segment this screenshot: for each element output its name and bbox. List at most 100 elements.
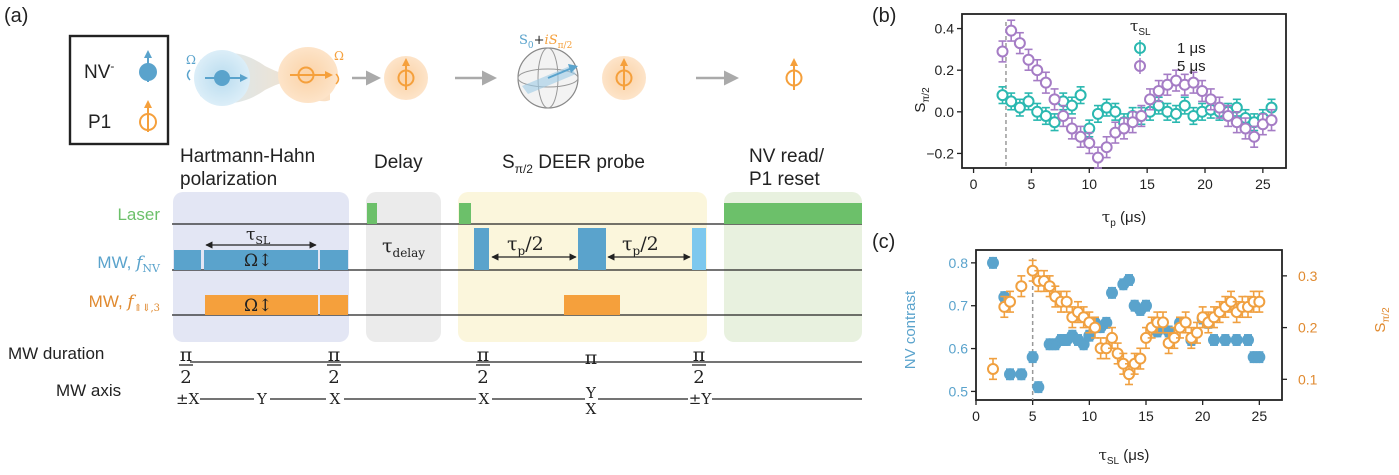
legend-b-item-1: 1 μs <box>1134 40 1206 57</box>
legend-nv-label: NV- <box>84 59 114 83</box>
section-delay: Delay <box>374 152 423 173</box>
y-right-tick-label: 0.1 <box>1298 371 1318 387</box>
data-point <box>1179 316 1192 329</box>
data-point <box>1222 109 1235 122</box>
mw-p1-spinlock <box>205 295 318 315</box>
section-read-bg <box>724 192 862 342</box>
data-point <box>1022 53 1035 66</box>
data-point <box>1026 351 1039 364</box>
data-point <box>1065 122 1078 135</box>
data-point <box>996 45 1009 58</box>
data-point <box>1191 326 1203 339</box>
mw-p1-pulse <box>320 295 348 315</box>
svg-text:π: π <box>180 344 193 366</box>
mw-nv-pulse-pi2-d <box>692 228 706 270</box>
data-point <box>1004 368 1016 381</box>
hartmann-hahn-illustration <box>186 47 340 106</box>
y-tick-label: 0.8 <box>949 255 969 271</box>
data-point <box>1057 109 1070 122</box>
data-point <box>1091 107 1104 120</box>
axis-label-pmy: ±Y <box>689 390 713 408</box>
x-tick-label: 20 <box>1197 176 1213 192</box>
data-point <box>1013 101 1026 114</box>
data-point <box>1230 334 1243 346</box>
y-tick-label: −0.2 <box>926 145 954 161</box>
data-point <box>1265 114 1278 127</box>
data-point <box>1032 381 1045 394</box>
x-tick-label: 15 <box>1138 408 1154 424</box>
data-point <box>1253 351 1266 364</box>
data-point <box>1140 299 1152 312</box>
data-point <box>1152 85 1165 97</box>
section-read-line2: P1 reset <box>749 169 820 190</box>
data-point <box>1039 76 1052 89</box>
data-point <box>1048 116 1061 129</box>
row-label-laser: Laser <box>117 205 160 224</box>
data-point <box>1106 286 1118 299</box>
data-point <box>1248 130 1261 143</box>
duration-pi2-4: π 2 <box>692 344 706 388</box>
svg-text:1 μs: 1 μs <box>1177 40 1206 57</box>
data-point <box>1239 122 1252 135</box>
data-point <box>1031 64 1044 77</box>
superposition-label: S0+iSπ/2 <box>519 33 572 51</box>
y-right-tick-label: 0.3 <box>1298 268 1318 284</box>
axis-label-y2: Y <box>585 384 597 402</box>
data-point <box>1089 321 1101 334</box>
data-point <box>1242 334 1254 346</box>
data-point <box>1144 93 1157 106</box>
plot-frame <box>961 13 1287 169</box>
svg-text:π: π <box>328 344 341 366</box>
p1-final-icon <box>785 58 803 90</box>
svg-text:2: 2 <box>693 367 704 388</box>
legend-b-title: τSL <box>1130 17 1151 38</box>
data-point <box>1013 37 1026 50</box>
axis-label-y1: Y <box>256 390 268 408</box>
x-tick-label: 25 <box>1252 408 1268 424</box>
plot-frame <box>975 249 1283 401</box>
data-point <box>1077 338 1090 351</box>
plot-c-ylabel-right: Sπ/2 <box>1372 307 1392 333</box>
laser-pulse-1 <box>367 203 377 224</box>
data-point <box>987 362 999 375</box>
data-point <box>1178 99 1191 112</box>
data-point <box>1109 105 1122 118</box>
legend-b-item-2: 5 μs <box>1134 58 1206 75</box>
panel-c-label: (c) <box>872 231 895 253</box>
data-point <box>1187 76 1200 89</box>
mw-nv-pulse-pi2-b <box>320 250 348 270</box>
data-point <box>1106 331 1118 344</box>
tau-sl-label: τSL <box>246 225 271 247</box>
axis-label-pmx: ±X <box>176 390 200 408</box>
svg-text:π: π <box>477 344 490 366</box>
data-point <box>1091 151 1104 164</box>
plot-b-xlabel: τp (μs) <box>1102 208 1146 229</box>
data-point <box>1074 130 1087 143</box>
section-hh-line2: polarization <box>180 169 277 190</box>
y-tick-label: 0.7 <box>949 298 969 314</box>
tau-p-label-1: τp/2 <box>507 233 544 258</box>
svg-text:2: 2 <box>328 367 339 388</box>
mw-nv-pulse-pi2-a <box>174 250 201 270</box>
svg-text:2: 2 <box>180 367 191 388</box>
data-point <box>1005 95 1018 108</box>
data-point <box>1065 99 1078 112</box>
row-label-duration: MW duration <box>8 344 104 363</box>
x-tick-label: 5 <box>1028 176 1036 192</box>
section-read-line1: NV read/ <box>749 146 825 167</box>
plot-b: 0 5 10 15 20 25 −0.2 0.0 0.2 0.4 <box>926 13 1287 192</box>
y-right-tick-label: 0.2 <box>1298 320 1318 336</box>
p1-polarized-icon-1 <box>384 56 428 100</box>
panel-a-label: (a) <box>4 5 28 27</box>
mw-nv-pulse-pi <box>578 228 606 270</box>
data-point <box>1170 107 1183 120</box>
axis-label-x3: X <box>586 400 597 418</box>
tau-p-label-2: τp/2 <box>622 233 659 258</box>
plot-c: 0 5 10 15 20 25 0.5 0.6 0.7 0.8 0.1 0.2 0.3 <box>949 249 1318 424</box>
data-point <box>1253 295 1266 308</box>
x-tick-label: 5 <box>1029 408 1037 424</box>
data-point <box>1015 368 1028 381</box>
x-tick-label: 10 <box>1081 176 1097 192</box>
axis-label-x2: X <box>479 390 490 408</box>
